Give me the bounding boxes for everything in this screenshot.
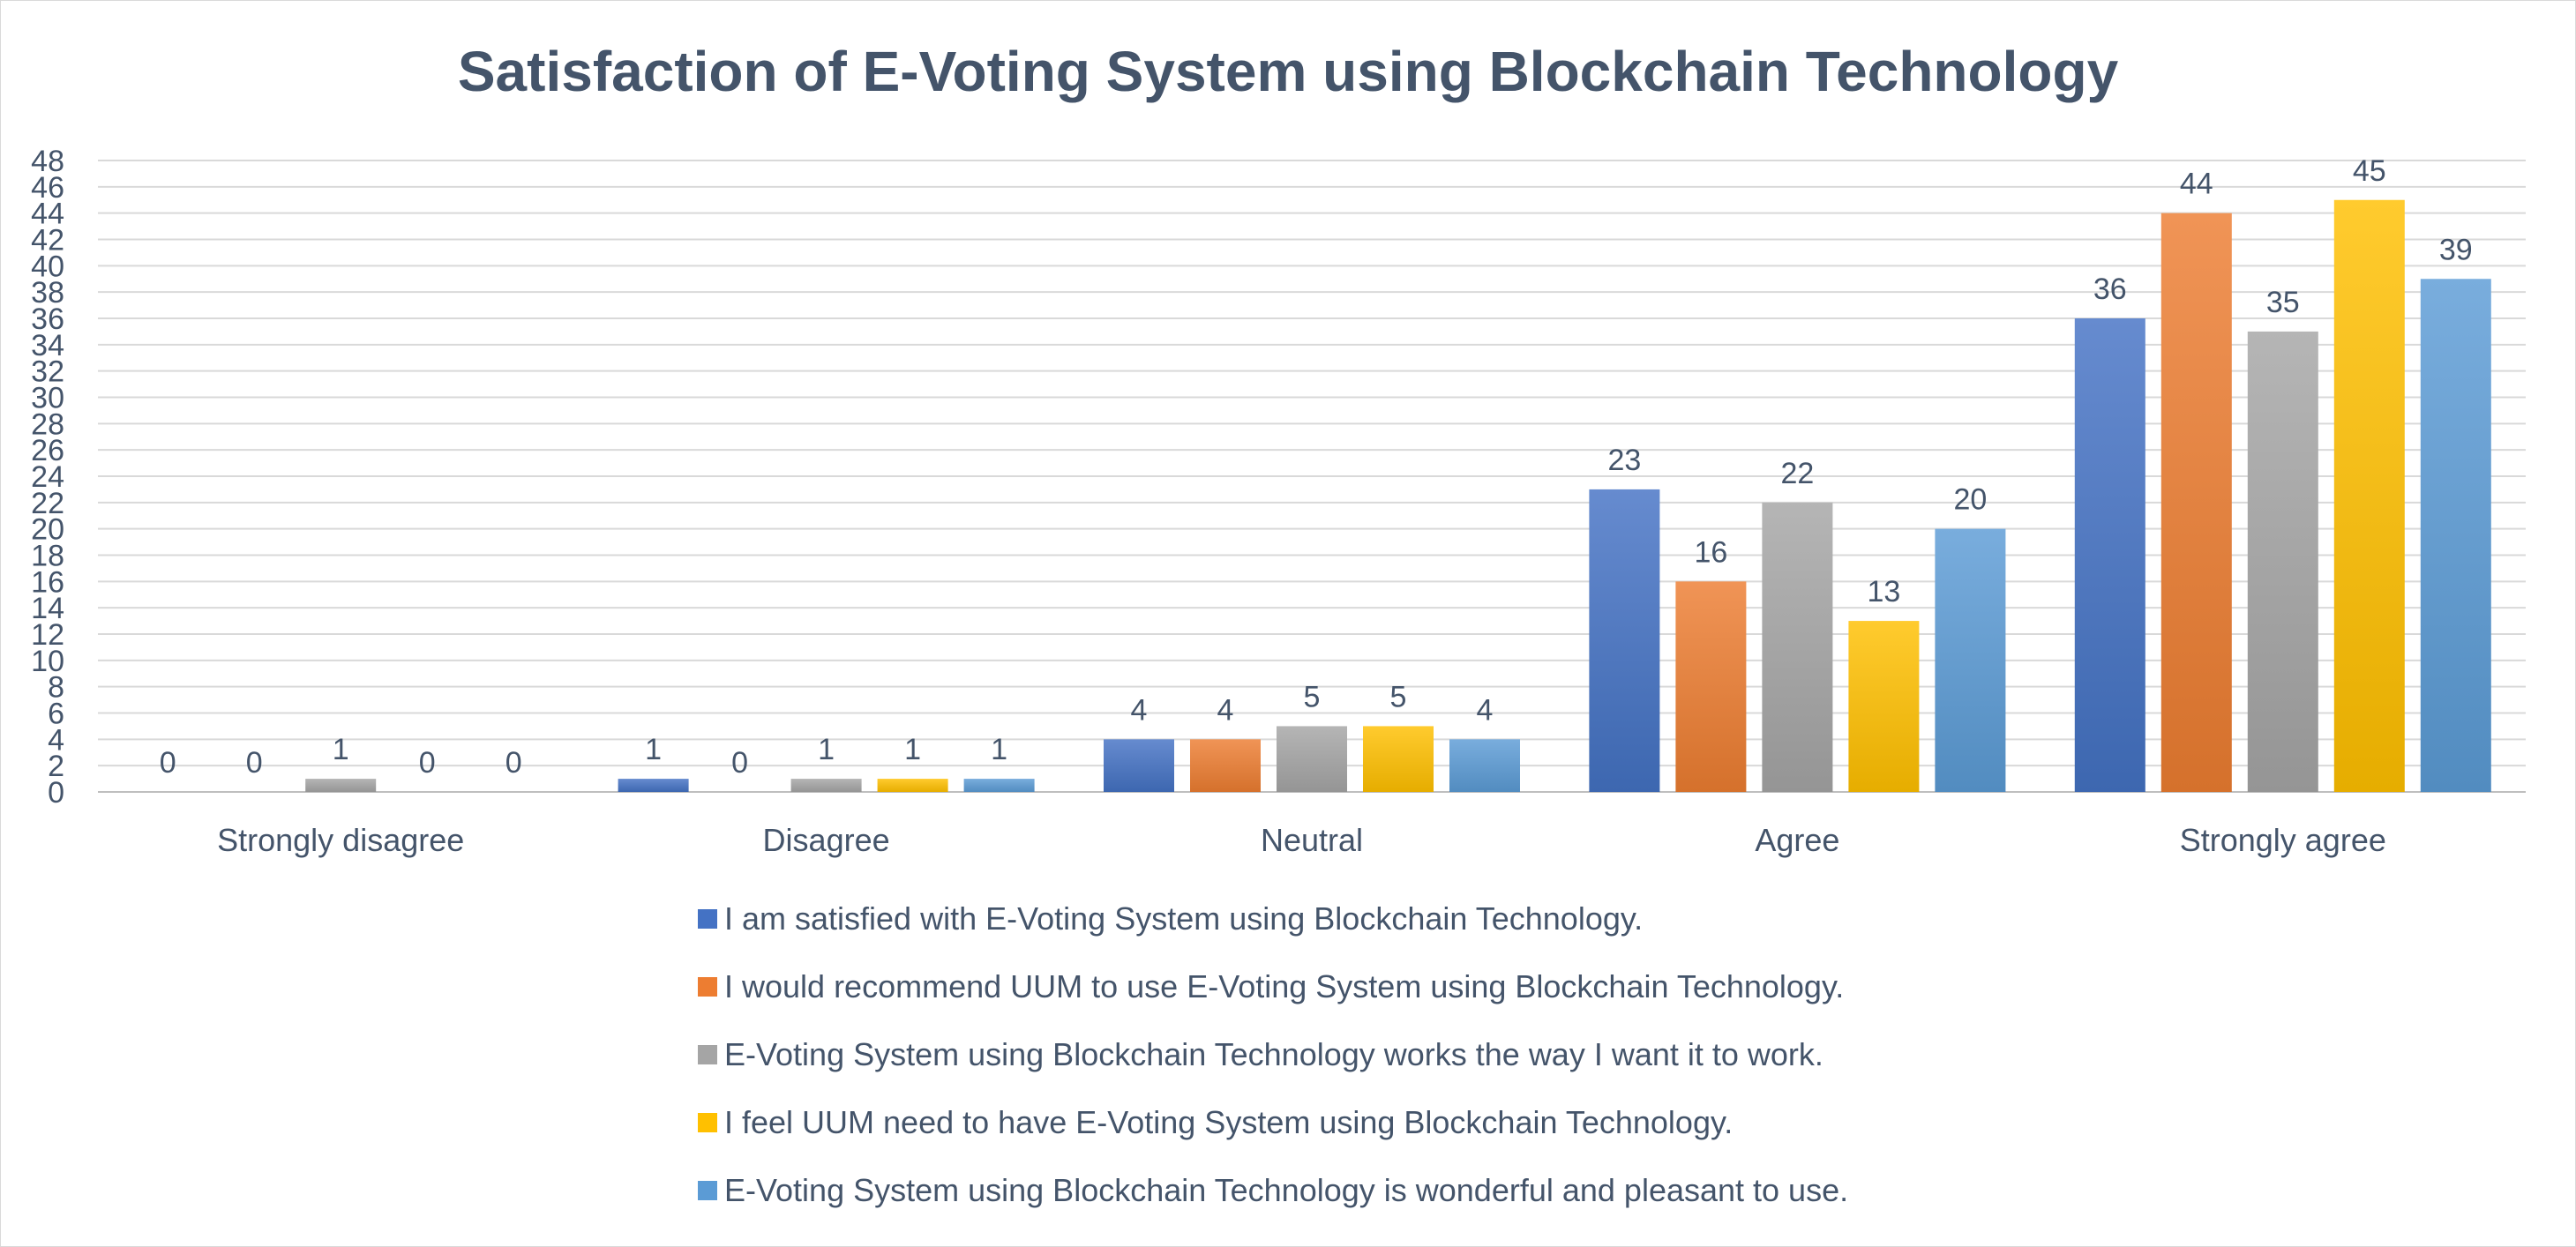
data-label: 1: [904, 733, 921, 766]
bar: [877, 779, 948, 792]
x-tick-label: Strongly disagree: [217, 822, 464, 858]
bar: [1935, 528, 2006, 792]
x-tick-label: Strongly agree: [2180, 822, 2386, 858]
y-axis: 0246810121416182022242628303234363840424…: [31, 145, 64, 810]
bar: [1848, 621, 1920, 792]
x-axis: Strongly disagree Disagree Neutral Agree Str…: [217, 822, 2386, 858]
y-tick-label: 36: [31, 302, 64, 336]
y-tick-label: 6: [48, 698, 64, 731]
bar: [1589, 489, 1660, 792]
bar: [2333, 199, 2405, 792]
bar: [1277, 726, 1347, 792]
legend-swatch: [698, 1045, 717, 1064]
x-tick-label: Neutral: [1261, 822, 1363, 858]
bar: [2247, 331, 2318, 793]
y-tick-label: 12: [31, 618, 64, 652]
data-label: 23: [1607, 444, 1641, 477]
legend-label: E-Voting System using Blockchain Technol…: [724, 1172, 1848, 1208]
legend: I am satisfied with E-Voting System usin…: [698, 900, 1848, 1208]
bars: [305, 199, 2491, 793]
legend-label: I would recommend UUM to use E-Voting Sy…: [724, 968, 1844, 1004]
bar: [790, 779, 862, 792]
data-label: 5: [1390, 680, 1407, 713]
data-label: 0: [419, 746, 436, 780]
data-label: 4: [1477, 693, 1494, 727]
data-label: 5: [1304, 680, 1321, 713]
data-label: 1: [645, 733, 662, 766]
y-tick-label: 30: [31, 382, 64, 415]
data-label: 1: [818, 733, 835, 766]
data-label: 1: [991, 733, 1007, 766]
legend-label: I feel UUM need to have E-Voting System …: [724, 1104, 1733, 1140]
data-label: 0: [160, 746, 176, 780]
bar: [618, 779, 689, 792]
y-tick-label: 16: [31, 565, 64, 599]
bar: [2160, 213, 2232, 792]
y-tick-label: 24: [31, 460, 64, 494]
y-tick-label: 48: [31, 145, 64, 178]
bar: [1104, 739, 1174, 792]
y-tick-label: 28: [31, 407, 64, 441]
bar: [963, 779, 1035, 792]
data-label: 0: [246, 746, 263, 780]
y-tick-label: 8: [48, 671, 64, 705]
data-label: 1: [333, 733, 349, 766]
y-tick-label: 34: [31, 329, 64, 362]
y-tick-label: 40: [31, 250, 64, 283]
y-tick-label: 10: [31, 645, 64, 678]
data-label: 0: [505, 746, 522, 780]
bar: [1762, 502, 1833, 792]
legend-swatch: [698, 977, 717, 997]
bar: [1675, 581, 1747, 792]
data-label: 35: [2266, 286, 2300, 319]
y-tick-label: 20: [31, 513, 64, 547]
y-tick-label: 18: [31, 540, 64, 573]
y-tick-label: 4: [48, 723, 64, 757]
data-label: 22: [1780, 457, 1814, 490]
bar: [1449, 739, 1520, 792]
y-tick-label: 32: [31, 355, 64, 389]
data-label: 36: [2093, 273, 2127, 306]
y-tick-label: 2: [48, 750, 64, 783]
legend-label: E-Voting System using Blockchain Technol…: [724, 1036, 1823, 1072]
bar: [2420, 279, 2491, 792]
data-label: 45: [2353, 154, 2386, 188]
legend-swatch: [698, 1113, 717, 1132]
bar: [305, 779, 377, 792]
bar: [2074, 318, 2145, 792]
x-tick-label: Disagree: [763, 822, 890, 858]
y-tick-label: 14: [31, 592, 64, 625]
data-label: 20: [1953, 483, 1987, 517]
legend-swatch: [698, 1181, 717, 1200]
y-tick-label: 0: [48, 776, 64, 810]
y-tick-label: 22: [31, 487, 64, 520]
data-label: 0: [731, 746, 748, 780]
y-tick-label: 26: [31, 434, 64, 467]
x-tick-label: Agree: [1755, 822, 1839, 858]
y-tick-label: 44: [31, 198, 64, 231]
data-label: 13: [1867, 575, 1900, 609]
bar: [1190, 739, 1261, 792]
y-tick-label: 42: [31, 224, 64, 258]
chart-title: Satisfaction of E-Voting System using Bl…: [458, 40, 2119, 103]
data-label: 44: [2180, 168, 2213, 201]
data-label: 4: [1131, 693, 1148, 727]
data-label: 39: [2439, 233, 2473, 266]
legend-swatch: [698, 909, 717, 929]
y-tick-label: 38: [31, 276, 64, 310]
data-label: 4: [1217, 693, 1234, 727]
data-label: 16: [1694, 535, 1727, 569]
legend-label: I am satisfied with E-Voting System usin…: [724, 900, 1643, 937]
bar: [1363, 726, 1434, 792]
y-tick-label: 46: [31, 171, 64, 205]
